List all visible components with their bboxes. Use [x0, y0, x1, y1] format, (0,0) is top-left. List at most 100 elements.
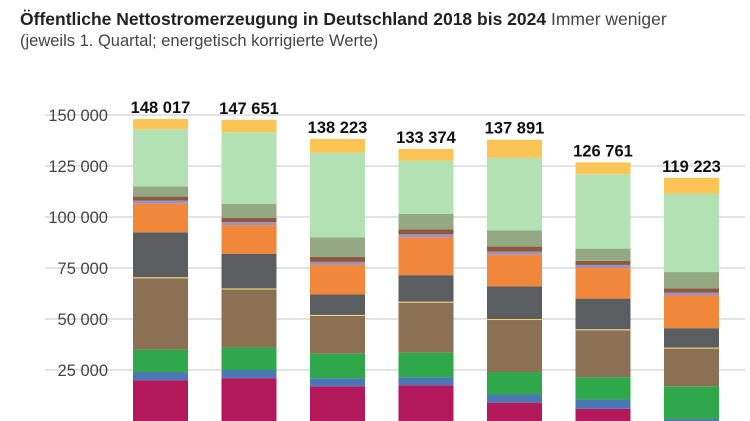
bar-segment [487, 319, 542, 321]
bar-segment [575, 162, 631, 175]
bar-segment [398, 213, 454, 230]
bar-segment [398, 160, 454, 214]
bar-segment [310, 152, 365, 238]
bar-segment [221, 253, 277, 289]
bar-segment [487, 139, 542, 158]
bar-segment [398, 148, 454, 161]
bar-segment [487, 394, 542, 403]
bar-segment [398, 237, 454, 276]
bar-segment [575, 330, 631, 378]
chart-title-line: Öffentliche Nettostromerzeugung in Deuts… [20, 9, 745, 29]
bar-segment [221, 378, 277, 421]
bar-segment [487, 372, 542, 395]
bar-segment [398, 352, 454, 378]
bar-segment [221, 370, 277, 379]
bar-segment [575, 174, 631, 249]
bar-segment [133, 203, 188, 233]
bar-segment [310, 256, 365, 262]
bar-segment [398, 234, 454, 238]
bar-segment [664, 347, 719, 349]
bar-segment [575, 408, 631, 421]
bar-segment [133, 129, 188, 187]
bar-segment [133, 232, 188, 278]
y-tick-label: 125 000 [48, 158, 108, 176]
y-tick-label: 50 000 [58, 311, 108, 329]
bar-segment [310, 237, 365, 257]
chart-title: Öffentliche Nettostromerzeugung in Deuts… [20, 9, 547, 29]
bar-segment [310, 378, 365, 387]
bar-segment [664, 292, 719, 296]
bar-segment [310, 139, 365, 153]
y-tick-label: 100 000 [48, 209, 108, 227]
bar-total-label: 138 223 [308, 119, 368, 137]
bar-segment [310, 386, 365, 421]
bar-segment [221, 222, 277, 226]
bar-segment [664, 295, 719, 329]
bar-segment [664, 348, 719, 387]
bar-segment [133, 278, 188, 350]
bar-segment [487, 254, 542, 287]
y-tick-label: 25 000 [58, 362, 108, 380]
chart-title-suffix: Immer weniger [550, 9, 667, 29]
bar-segment [221, 347, 277, 370]
bar-segment [575, 377, 631, 400]
bar-segment [310, 261, 365, 265]
bar-segment [664, 177, 719, 194]
bar-segment [575, 260, 631, 265]
bar-segment [310, 264, 365, 295]
bar-segment [133, 277, 188, 279]
bar-segment [575, 264, 631, 268]
bar-segment [221, 119, 277, 133]
bar-segment [221, 225, 277, 254]
bar-segment [487, 230, 542, 247]
bar-segment [398, 301, 454, 303]
bar-total-label: 147 651 [219, 100, 279, 118]
bar-segment [310, 315, 365, 354]
bar-segment [310, 353, 365, 379]
bar-segment [487, 157, 542, 231]
bar-segment [575, 268, 631, 299]
bar-segment [664, 418, 719, 421]
bar-segment [575, 298, 631, 330]
y-tick-label: 75 000 [58, 260, 108, 278]
bar-segment [133, 196, 188, 201]
bar-segment [398, 385, 454, 421]
bar-segment [221, 289, 277, 348]
bar-segment [398, 302, 454, 353]
y-tick-label: 150 000 [48, 107, 108, 125]
bar-segment [664, 288, 719, 293]
bar-segment [398, 229, 454, 235]
bar-segment [221, 132, 277, 204]
chart-subtitle: (jeweils 1. Quartal; energetisch korrigi… [20, 32, 379, 50]
bar-total-label: 133 374 [396, 129, 456, 147]
bar-segment [133, 349, 188, 373]
bar-segment [487, 402, 542, 421]
bar-segment [487, 320, 542, 373]
bar-segment [575, 329, 631, 331]
bar-segment [133, 380, 188, 421]
bar-segment [310, 314, 365, 316]
bar-segment [221, 218, 277, 223]
bar-segment [398, 377, 454, 386]
bar-segment [310, 294, 365, 315]
bar-segment [664, 386, 719, 419]
bar-total-label: 137 891 [485, 120, 545, 138]
bar-segment [221, 288, 277, 290]
bar-segment [133, 119, 188, 130]
bar-total-label: 148 017 [131, 99, 191, 117]
bar-total-label: 119 223 [662, 158, 721, 176]
bar-segment [133, 372, 188, 381]
bar-segment [487, 286, 542, 319]
bar-segment [398, 275, 454, 302]
bar-segment [664, 328, 719, 348]
bar-segment [664, 193, 719, 273]
bar-segment [664, 272, 719, 289]
bar-segment [575, 248, 631, 261]
bar-segment [575, 399, 631, 409]
bar-segment [487, 251, 542, 255]
bar-segment [221, 203, 277, 219]
bar-segment [133, 186, 188, 197]
bar-total-label: 126 761 [573, 142, 633, 160]
bar-segment [487, 246, 542, 252]
